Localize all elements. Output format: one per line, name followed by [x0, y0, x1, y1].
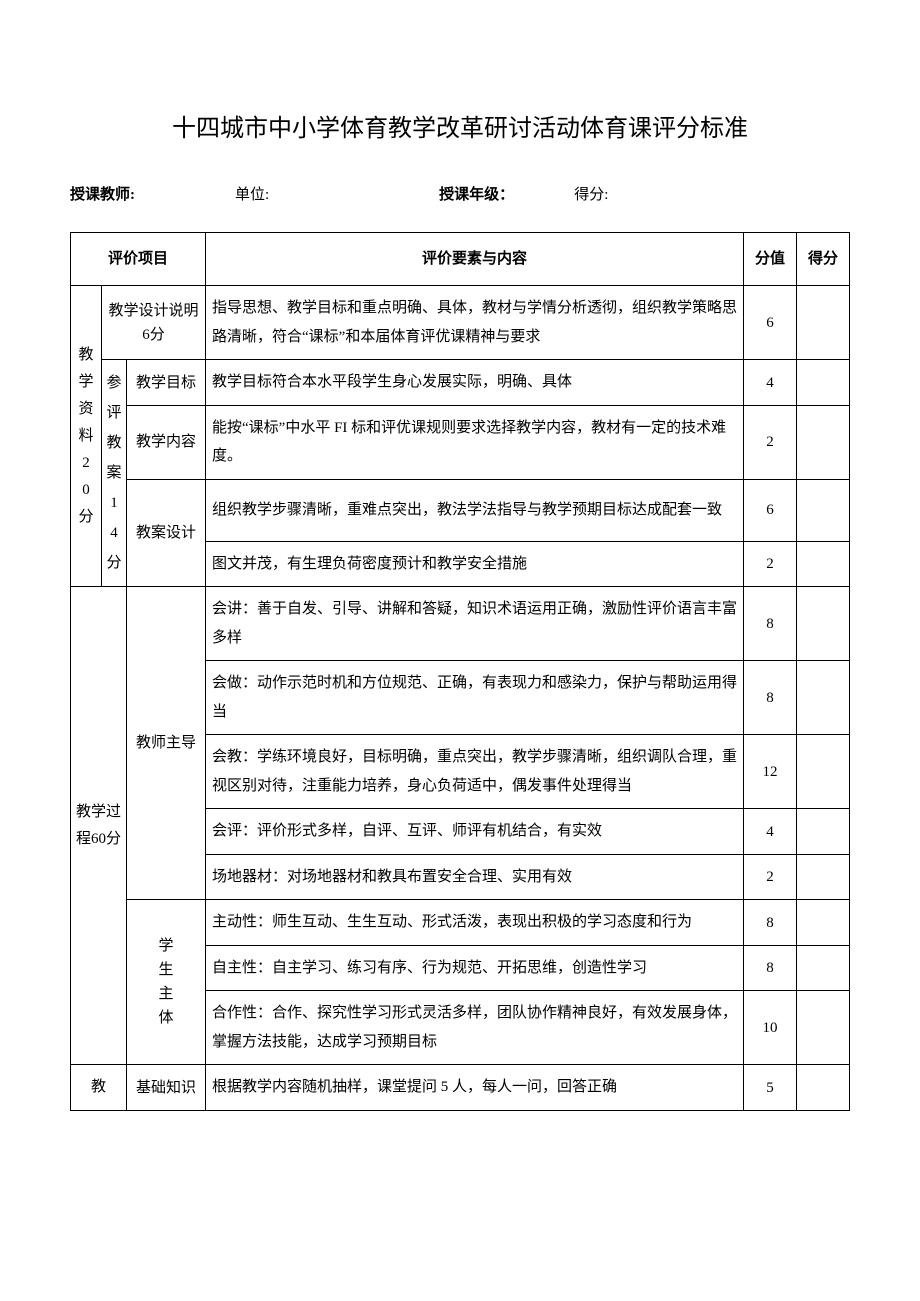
cell-got	[797, 286, 850, 360]
cell-score: 2	[744, 854, 797, 900]
cell-content: 会教：学练环境良好，目标明确，重点突出，教学步骤清晰，组织调队合理，重视区别对待…	[206, 735, 744, 809]
sub-teacher-lead: 教师主导	[127, 587, 206, 900]
cell-score: 4	[744, 809, 797, 855]
header-score: 分值	[744, 233, 797, 286]
cell-score: 10	[744, 991, 797, 1065]
cell-score: 8	[744, 945, 797, 991]
cell-score: 2	[744, 541, 797, 587]
page: 十四城市中小学体育教学改革研讨活动体育课评分标准 授课教师: 单位: 授课年级：…	[0, 0, 920, 1151]
cell-got	[797, 661, 850, 735]
sub-design-note: 教学设计说明6分	[102, 286, 206, 360]
cat-process: 教学过程60分	[71, 587, 127, 1065]
cell-content: 合作性：合作、探究性学习形式灵活多样，团队协作精神良好，有效发展身体，掌握方法技…	[206, 991, 744, 1065]
cell-got	[797, 587, 850, 661]
sub-basic-knowledge: 基础知识	[127, 1065, 206, 1111]
header-content: 评价要素与内容	[206, 233, 744, 286]
cell-score: 2	[744, 405, 797, 479]
cell-score: 8	[744, 900, 797, 946]
cell-content: 能按“课标”中水平 FI 标和评优课规则要求选择教学内容，教材有一定的技术难度。	[206, 405, 744, 479]
table-row: 教 基础知识 根据教学内容随机抽样，课堂提问 5 人，每人一问，回答正确 5	[71, 1065, 850, 1111]
header-row: 评价项目 评价要素与内容 分值 得分	[71, 233, 850, 286]
cell-content: 教学目标符合本水平段学生身心发展实际，明确、具体	[206, 360, 744, 406]
cell-content: 主动性：师生互动、生生互动、形式活泼，表现出积极的学习态度和行为	[206, 900, 744, 946]
table-row: 教案设计 组织教学步骤清晰，重难点突出，教法学法指导与教学预期目标达成配套一致 …	[71, 479, 850, 541]
header-got: 得分	[797, 233, 850, 286]
cell-content: 根据教学内容随机抽样，课堂提问 5 人，每人一问，回答正确	[206, 1065, 744, 1111]
sub-student-body-text: 学生主体	[158, 938, 173, 1026]
cell-content: 图文并茂，有生理负荷密度预计和教学安全措施	[206, 541, 744, 587]
cell-got	[797, 541, 850, 587]
cat-materials: 教学资料20分	[71, 286, 102, 587]
cell-content: 场地器材：对场地器材和教具布置安全合理、实用有效	[206, 854, 744, 900]
table-row: 教学资料20分 教学设计说明6分 指导思想、教学目标和重点明确、具体，教材与学情…	[71, 286, 850, 360]
cell-content: 组织教学步骤清晰，重难点突出，教法学法指导与教学预期目标达成配套一致	[206, 479, 744, 541]
table-row: 参评教案14分 教学目标 教学目标符合本水平段学生身心发展实际，明确、具体 4	[71, 360, 850, 406]
cell-got	[797, 991, 850, 1065]
sub-rubric-text: 参评教案14分	[106, 375, 121, 571]
cell-content: 自主性：自主学习、练习有序、行为规范、开拓思维，创造性学习	[206, 945, 744, 991]
cell-score: 6	[744, 479, 797, 541]
cell-content: 会讲：善于自发、引导、讲解和答疑，知识术语运用正确，激励性评价语言丰富多样	[206, 587, 744, 661]
cell-got	[797, 360, 850, 406]
sub-rubric: 参评教案14分	[102, 360, 127, 587]
rubric-table: 评价项目 评价要素与内容 分值 得分 教学资料20分 教学设计说明6分 指导思想…	[70, 232, 850, 1111]
score-label: 得分:	[574, 183, 608, 207]
cell-got	[797, 479, 850, 541]
sub-goal: 教学目标	[127, 360, 206, 406]
cell-got	[797, 809, 850, 855]
cell-got	[797, 735, 850, 809]
cell-score: 4	[744, 360, 797, 406]
cell-got	[797, 1065, 850, 1111]
cat-process-text: 教学过程60分	[76, 804, 121, 847]
cell-score: 6	[744, 286, 797, 360]
sub-student-body: 学生主体	[127, 900, 206, 1065]
table-row: 学生主体 主动性：师生互动、生生互动、形式活泼，表现出积极的学习态度和行为 8	[71, 900, 850, 946]
cell-got	[797, 854, 850, 900]
sub-design-note-text: 教学设计说明6分	[108, 303, 198, 343]
cell-got	[797, 945, 850, 991]
cell-content: 指导思想、教学目标和重点明确、具体，教材与学情分析透彻，组织教学策略思路清晰，符…	[206, 286, 744, 360]
cell-got	[797, 900, 850, 946]
teacher-label: 授课教师:	[70, 183, 135, 207]
table-row: 教学内容 能按“课标”中水平 FI 标和评优课规则要求选择教学内容，教材有一定的…	[71, 405, 850, 479]
unit-label: 单位:	[235, 183, 269, 207]
sub-plan: 教案设计	[127, 479, 206, 587]
cell-score: 8	[744, 587, 797, 661]
grade-label: 授课年级：	[439, 183, 514, 207]
cell-content: 会做：动作示范时机和方位规范、正确，有表现力和感染力，保护与帮助运用得当	[206, 661, 744, 735]
cell-got	[797, 405, 850, 479]
cell-content: 会评：评价形式多样，自评、互评、师评有机结合，有实效	[206, 809, 744, 855]
cell-score: 8	[744, 661, 797, 735]
cat-effect: 教	[71, 1065, 127, 1111]
header-project: 评价项目	[71, 233, 206, 286]
cat-materials-text: 教学资料20分	[78, 347, 93, 525]
cell-score: 12	[744, 735, 797, 809]
page-title: 十四城市中小学体育教学改革研讨活动体育课评分标准	[70, 110, 850, 148]
info-row: 授课教师: 单位: 授课年级： 得分:	[70, 183, 850, 207]
cell-score: 5	[744, 1065, 797, 1111]
sub-content: 教学内容	[127, 405, 206, 479]
table-row: 教学过程60分 教师主导 会讲：善于自发、引导、讲解和答疑，知识术语运用正确，激…	[71, 587, 850, 661]
